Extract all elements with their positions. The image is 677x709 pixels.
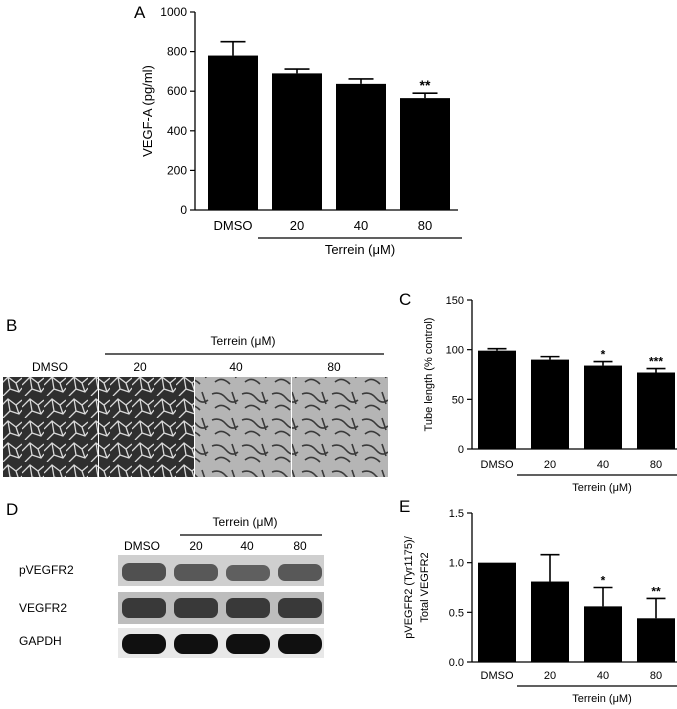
e-y-tick-label: 0.5 — [449, 607, 464, 619]
panel-letter-a: A — [134, 3, 146, 22]
blot-band-gapdh-1 — [122, 634, 166, 654]
e-y-tick-label: 1.5 — [449, 508, 464, 520]
a-x-tick-label: 20 — [290, 218, 304, 233]
c-significance: * — [601, 348, 606, 362]
tube-label-20: 20 — [133, 360, 147, 374]
blot-lane-20: 20 — [189, 539, 203, 553]
blot-band-vegfr2-2 — [174, 598, 218, 618]
a-x-tick-label: 80 — [418, 218, 432, 233]
c-x-tick-label: 20 — [544, 459, 556, 471]
blot-band-pvegfr2-2 — [174, 564, 218, 581]
tube-image-dmso — [3, 377, 98, 477]
a-y-tick-label: 200 — [167, 163, 187, 177]
e-x-tick-label: 80 — [650, 670, 662, 682]
e-significance: * — [601, 574, 606, 588]
blot-band-gapdh-3 — [226, 634, 270, 654]
a-bar — [272, 73, 322, 210]
e-bar — [637, 618, 675, 662]
blot-band-label-pvegfr2: pVEGFR2 — [19, 563, 74, 577]
e-x-tick-label: DMSO — [481, 670, 514, 682]
e-y-label-line1: pVEGFR2 (Tyr1175)/ — [403, 535, 415, 638]
a-bar — [336, 83, 386, 210]
panel-letter-e: E — [399, 497, 411, 516]
e-y-label-line2: Total VEGFR2 — [419, 552, 431, 622]
blot-band-vegfr2-3 — [226, 598, 270, 618]
a-y-tick-label: 1000 — [160, 5, 187, 19]
e-bar — [531, 581, 569, 662]
blot-lane-40: 40 — [240, 539, 254, 553]
blot-lane-80: 80 — [293, 539, 307, 553]
c-bar — [478, 350, 516, 449]
c-bar — [637, 372, 675, 449]
blot-lane-dmso: DMSO — [124, 539, 160, 553]
blot-treatment-label: Terrein (μM) — [213, 515, 278, 529]
a-y-label: VEGF-A (pg/ml) — [140, 65, 155, 157]
blot-band-vegfr2-1 — [122, 598, 166, 618]
c-bar — [531, 359, 569, 449]
blot-band-gapdh-4 — [278, 634, 322, 654]
e-x-tick-label: 20 — [544, 670, 556, 682]
c-y-tick-label: 50 — [452, 394, 464, 406]
e-x-label: Terrein (μM) — [572, 693, 632, 705]
a-y-tick-label: 400 — [167, 124, 187, 138]
tube-image-40 — [195, 377, 291, 477]
blot-band-vegfr2-4 — [278, 598, 322, 618]
blot-band-label-vegfr2: VEGFR2 — [19, 601, 67, 615]
a-x-tick-label: DMSO — [214, 218, 253, 233]
tube-image-80 — [292, 377, 388, 477]
c-y-tick-label: 0 — [458, 444, 464, 456]
panel-letter-b: B — [6, 316, 18, 335]
e-x-tick-label: 40 — [597, 670, 609, 682]
tube-label-80: 80 — [327, 360, 341, 374]
c-significance: *** — [649, 355, 663, 369]
a-bar — [400, 98, 450, 210]
a-significance: ** — [420, 77, 431, 93]
c-x-tick-label: 40 — [597, 459, 609, 471]
a-bar — [208, 55, 258, 211]
c-x-label: Terrein (μM) — [572, 482, 632, 494]
c-y-tick-label: 100 — [446, 345, 464, 357]
e-bar — [584, 606, 622, 662]
c-bar — [584, 365, 622, 449]
e-significance: ** — [651, 584, 661, 598]
c-y-tick-label: 150 — [446, 295, 464, 307]
tube-label-40: 40 — [229, 360, 243, 374]
e-y-tick-label: 0.0 — [449, 657, 464, 669]
e-bar — [478, 562, 516, 662]
blot-band-label-gapdh: GAPDH — [19, 634, 62, 648]
blot-band-pvegfr2-4 — [278, 564, 322, 581]
a-y-tick-label: 0 — [180, 203, 187, 217]
tube-treatment-label: Terrein (μM) — [211, 334, 276, 348]
tube-image-20 — [99, 377, 194, 477]
c-y-label: Tube length (% control) — [423, 318, 435, 432]
tube-label-dmso: DMSO — [32, 360, 68, 374]
panel-letter-d: D — [6, 500, 19, 519]
c-x-tick-label: DMSO — [481, 459, 514, 471]
blot-band-gapdh-2 — [174, 634, 218, 654]
a-y-tick-label: 800 — [167, 45, 187, 59]
blot-band-pvegfr2-3 — [226, 565, 270, 581]
a-x-label: Terrein (μM) — [325, 242, 395, 257]
a-y-tick-label: 600 — [167, 84, 187, 98]
e-y-tick-label: 1.0 — [449, 558, 464, 570]
c-x-tick-label: 80 — [650, 459, 662, 471]
a-x-tick-label: 40 — [354, 218, 368, 233]
panel-letter-c: C — [399, 290, 412, 309]
blot-band-pvegfr2-1 — [122, 563, 166, 581]
